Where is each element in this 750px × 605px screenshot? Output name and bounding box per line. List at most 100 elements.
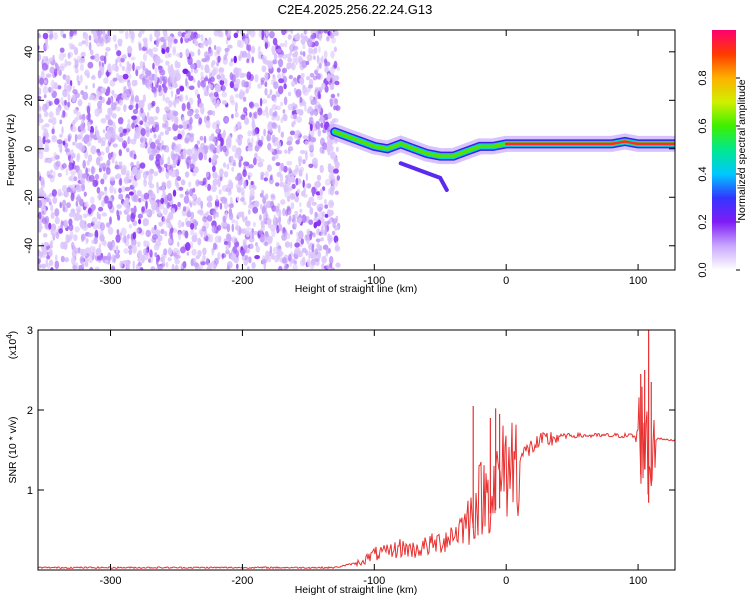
noise-speck [177, 31, 182, 37]
noise-speck [129, 175, 135, 181]
noise-speck [42, 85, 49, 95]
noise-speck [105, 47, 111, 52]
noise-speck [286, 140, 293, 146]
noise-speck [250, 45, 256, 54]
noise-speck [113, 133, 119, 141]
noise-speck [277, 85, 284, 95]
noise-speck [309, 207, 314, 215]
noise-speck [251, 56, 255, 64]
noise-speck [113, 255, 116, 264]
spectrogram-x-ticks: -300 -200 -100 0 100 [100, 30, 647, 287]
noise-speck [306, 228, 311, 235]
noise-speck [118, 42, 122, 47]
noise-speck [154, 224, 157, 231]
spectrogram-x-label: Height of straight line (km) [295, 283, 418, 295]
noise-speck [282, 109, 286, 114]
noise-speck [165, 147, 170, 153]
noise-speck [174, 264, 179, 270]
noise-speck [285, 179, 288, 184]
noise-speck [214, 199, 220, 208]
noise-speck [203, 90, 209, 97]
noise-speck [247, 266, 250, 270]
noise-speck [147, 102, 152, 111]
noise-speck [139, 137, 144, 144]
noise-speck [282, 113, 288, 122]
noise-speck [216, 99, 220, 108]
noise-speck [81, 173, 87, 179]
noise-speck [38, 52, 42, 62]
noise-speck [186, 70, 191, 77]
noise-speck [307, 38, 313, 48]
noise-speck [107, 252, 112, 261]
noise-speck [192, 172, 197, 177]
noise-speck [275, 162, 281, 167]
noise-speck [131, 90, 134, 95]
noise-speck [63, 162, 66, 168]
noise-speck [317, 251, 322, 260]
noise-speck [312, 188, 315, 197]
noise-speck [159, 75, 163, 85]
noise-speck [314, 40, 319, 47]
noise-speck [170, 90, 174, 98]
noise-speck [160, 197, 165, 205]
noise-speck [270, 193, 276, 199]
noise-speck [211, 184, 217, 193]
noise-speck [241, 91, 246, 96]
noise-speck [42, 103, 48, 113]
noise-speck [75, 205, 82, 213]
noise-speck [193, 166, 199, 174]
noise-speck [111, 265, 116, 270]
noise-speck [296, 116, 303, 123]
noise-speck [265, 38, 269, 44]
noise-speck [89, 49, 94, 56]
noise-speck [217, 178, 221, 188]
noise-speck [287, 146, 294, 152]
noise-speck [163, 78, 167, 88]
noise-speck [73, 47, 79, 56]
noise-speck [295, 57, 298, 66]
noise-speck [306, 76, 311, 81]
noise-speck [142, 94, 147, 103]
noise-speck [172, 100, 177, 106]
noise-speck [197, 237, 202, 246]
noise-speck [221, 31, 224, 38]
noise-speck [109, 112, 113, 117]
noise-speck [259, 233, 265, 243]
noise-speck [175, 254, 181, 259]
noise-speck [131, 238, 137, 246]
noise-speck [162, 93, 165, 102]
noise-speck [39, 250, 42, 260]
noise-speck [287, 57, 293, 63]
noise-speck [41, 250, 47, 259]
noise-speck [317, 90, 321, 99]
noise-speck [202, 177, 207, 185]
noise-speck [194, 108, 199, 114]
snr-x-label: Height of straight line (km) [295, 584, 418, 596]
noise-speck [273, 97, 277, 104]
noise-speck [223, 215, 227, 223]
noise-speck [109, 176, 115, 182]
noise-speck [215, 127, 220, 134]
noise-speck [121, 65, 126, 71]
noise-speck [308, 142, 315, 151]
noise-speck [264, 241, 268, 247]
noise-speck [231, 219, 236, 224]
noise-speck [162, 30, 168, 37]
noise-speck [115, 245, 119, 254]
noise-speck [178, 124, 184, 129]
noise-speck [224, 117, 229, 123]
noise-speck [270, 224, 276, 232]
noise-speck [171, 209, 176, 215]
noise-speck [315, 191, 321, 196]
x-tick-label: -100 [363, 275, 385, 287]
noise-speck [173, 136, 179, 141]
noise-speck [86, 121, 91, 127]
noise-speck [178, 186, 184, 191]
noise-speck [118, 161, 123, 166]
noise-speck [103, 77, 109, 84]
noise-speck [138, 218, 142, 225]
noise-speck [74, 67, 79, 74]
noise-speck [123, 176, 130, 185]
noise-speck [120, 186, 126, 193]
noise-speck [212, 165, 216, 173]
